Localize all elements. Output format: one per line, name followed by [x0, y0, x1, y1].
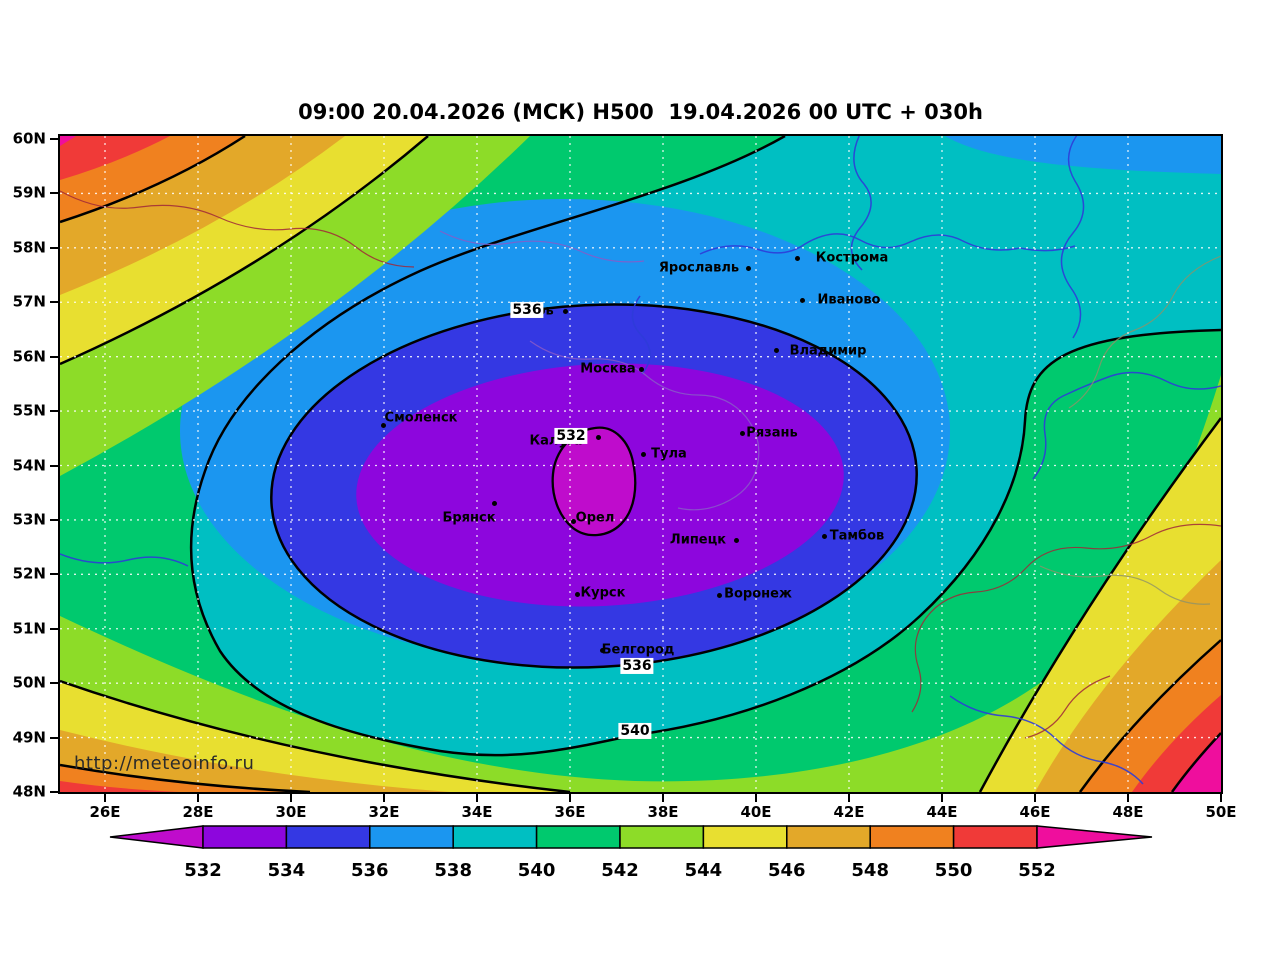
contour-map-canvas [60, 136, 1221, 792]
colorbar-value-label: 550 [935, 860, 973, 881]
region-border-lines-maroon [60, 190, 1221, 739]
x-tick-mark [476, 794, 478, 802]
colorbar-value-label: 532 [184, 860, 222, 881]
x-tick-mark [848, 794, 850, 802]
y-tick-label: 56N [12, 347, 46, 366]
contour-540 [189, 136, 1221, 757]
y-tick-mark [50, 573, 58, 576]
x-tick-mark [104, 794, 106, 802]
band-550-552-sw [60, 781, 180, 792]
contour-544-sw [60, 679, 571, 792]
colorbar-value-label: 534 [268, 860, 306, 881]
y-tick-label: 60N [12, 129, 46, 148]
y-tick-label: 48N [12, 782, 46, 801]
band-lt532-core [551, 426, 637, 537]
x-tick-label: 44E [926, 803, 958, 821]
y-tick-mark [50, 192, 58, 195]
colorbar-value-label: 540 [518, 860, 556, 881]
y-tick-mark [50, 627, 58, 630]
y-tick-mark [50, 246, 58, 249]
contour-548-se [1078, 639, 1221, 792]
x-tick-label: 34E [461, 803, 493, 821]
x-tick-label: 26E [89, 803, 121, 821]
x-tick-label: 32E [368, 803, 400, 821]
x-tick-label: 48E [1112, 803, 1144, 821]
y-tick-label: 58N [12, 238, 46, 257]
y-tick-label: 54N [12, 456, 46, 474]
colorbar-segment [786, 825, 871, 849]
band-550-552-nw [60, 136, 170, 180]
x-tick-mark [290, 794, 292, 802]
y-tick-mark [50, 682, 58, 685]
x-tick-label: 28E [182, 803, 214, 821]
y-tick-mark [50, 301, 58, 304]
y-tick-label: 49N [12, 728, 46, 747]
colorbar-segment [285, 825, 371, 849]
colorbar-segment [535, 825, 621, 849]
map-plot-area [58, 134, 1223, 794]
colorbar-arrow-left [109, 825, 204, 849]
x-tick-mark [1127, 794, 1129, 802]
colorbar-arrow-right [1036, 825, 1153, 849]
region-border-lines [439, 230, 760, 511]
y-tick-mark [50, 791, 58, 793]
colorbar-segment [369, 825, 454, 849]
x-tick-label: 50E [1205, 803, 1237, 821]
band-546-548-sw [60, 730, 450, 792]
x-tick-label: 30E [275, 803, 307, 821]
x-tick-mark [662, 794, 664, 802]
y-tick-mark [50, 518, 58, 521]
x-tick-label: 40E [740, 803, 772, 821]
contour-548-nw [60, 136, 246, 224]
y-tick-label: 50N [12, 673, 46, 692]
x-tick-mark [1220, 794, 1222, 802]
y-tick-label: 57N [12, 292, 46, 311]
contour-548-sw [60, 763, 311, 792]
band-gt552-nw [60, 136, 76, 146]
colorbar-segment [619, 825, 705, 849]
y-tick-label: 51N [12, 619, 46, 638]
x-tick-mark [383, 794, 385, 802]
contour-552-se [1170, 732, 1221, 792]
colorbar-value-label: 538 [434, 860, 472, 881]
colorbar-segment [452, 825, 538, 849]
y-tick-mark [50, 138, 58, 140]
y-tick-mark [50, 736, 58, 739]
graticule-grid [60, 136, 1221, 792]
y-tick-mark [50, 355, 58, 358]
colorbar-value-label: 544 [685, 860, 723, 881]
colorbar-segment [952, 825, 1038, 849]
colorbar: 532 534 536 538 540 542 544 546 548 550 552 [109, 825, 1153, 881]
colorbar-segment [202, 825, 288, 849]
colorbar-value-label: 546 [768, 860, 806, 881]
y-tick-label: 55N [12, 401, 46, 420]
y-tick-label: 52N [12, 564, 46, 583]
x-tick-label: 46E [1019, 803, 1051, 821]
colorbar-value-label: 542 [601, 860, 639, 881]
band-536-538-topstrip [945, 136, 1221, 174]
region-border-lines-olive [1039, 255, 1221, 605]
x-tick-mark [941, 794, 943, 802]
y-tick-mark [50, 410, 58, 413]
colorbar-value-label: 552 [1018, 860, 1056, 881]
x-tick-mark [1034, 794, 1036, 802]
colorbar-value-label: 536 [351, 860, 389, 881]
y-tick-label: 59N [12, 183, 46, 202]
x-tick-label: 38E [647, 803, 679, 821]
map-title: 09:00 20.04.2026 (МСК) H500 19.04.2026 0… [298, 100, 983, 124]
x-tick-mark [755, 794, 757, 802]
y-tick-label: 53N [12, 510, 46, 529]
contour-544-se [978, 417, 1221, 792]
y-tick-mark [50, 464, 58, 467]
x-tick-mark [197, 794, 199, 802]
x-tick-label: 36E [554, 803, 586, 821]
colorbar-segment [702, 825, 788, 849]
colorbar-value-label: 548 [851, 860, 889, 881]
x-tick-mark [569, 794, 571, 802]
x-tick-label: 42E [833, 803, 865, 821]
band-548-550-sw [60, 765, 310, 792]
colorbar-segment [869, 825, 955, 849]
watermark-url: http://meteoinfo.ru [74, 753, 255, 774]
